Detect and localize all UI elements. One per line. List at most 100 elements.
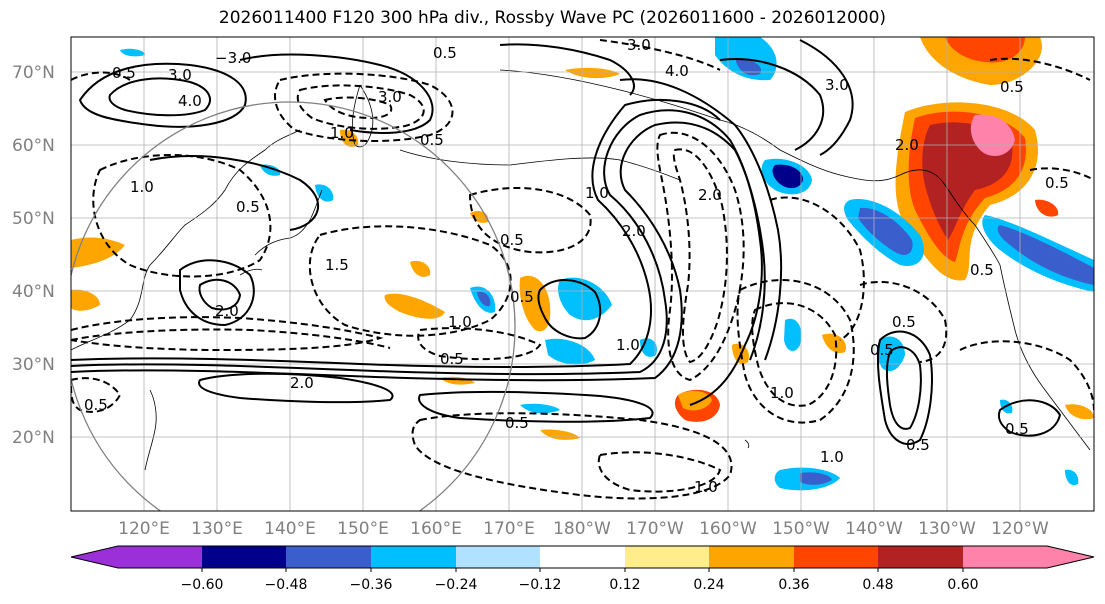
shade-pink-gulf-alaska: [970, 114, 1015, 156]
contour-label: 0.5: [892, 313, 916, 331]
colorbar-tick-label: 0.24: [693, 577, 724, 593]
shade-negative-top-left-1: [120, 48, 145, 57]
dashed-contour-north-2: [296, 84, 425, 130]
shade-negative-east-1: [876, 336, 905, 372]
colorbar-tick-label: 0.48: [862, 577, 893, 593]
contour-label: 1.0: [130, 178, 154, 196]
shade-positive-far-east-1: [1035, 199, 1059, 217]
contour-label: 2.0: [215, 302, 239, 320]
lat-label-40N: 40°N: [12, 282, 55, 302]
contour-label: 0.5: [970, 261, 994, 279]
dashed-contour-top-mid: [599, 39, 721, 71]
coastline-aleutians: [399, 149, 681, 181]
contour-label: 4.0: [178, 92, 202, 110]
contour-label: 0.5: [1045, 174, 1069, 192]
contour-label: 4.0: [665, 62, 689, 80]
lat-label-20N: 20°N: [12, 428, 55, 448]
contour-label: 0.5: [433, 44, 457, 62]
solid-contour-north-3: [239, 53, 434, 134]
shade-positive-west-1: [384, 293, 445, 319]
contour-label: 2.0: [290, 374, 314, 392]
dashed-contour-west-3: [71, 328, 391, 349]
shade-positive-west-5: [340, 129, 359, 147]
colorbar-tick-label: −0.24: [435, 577, 478, 593]
dashed-contour-west-1: [92, 154, 272, 278]
shade-negative-subtropical-1b: [800, 472, 832, 485]
colorbar-segment: [456, 546, 540, 568]
colorbar-outline: [70, 545, 1095, 569]
colorbar-tick-label: 0.36: [778, 577, 809, 593]
lon-label-130E: 130°E: [191, 519, 243, 539]
shade-positive-west-2: [410, 260, 431, 277]
dashed-contour-east-2: [672, 148, 728, 364]
dashed-contour-far-east-2: [989, 57, 1091, 81]
colorbar-segment: [371, 546, 456, 568]
solid-contour-jet-1: [71, 109, 763, 406]
shade-negative-east-2: [784, 318, 802, 352]
shade-strong-top-right: [945, 37, 1025, 63]
colorbar-segment: [794, 546, 878, 568]
solid-contour-north-1: [78, 62, 247, 128]
lon-label-120E: 120°E: [118, 519, 170, 539]
solid-contour-east-1: [876, 330, 933, 445]
contour-label: 0.5: [510, 288, 534, 306]
shade-negative-central-3b: [477, 291, 491, 307]
shade-negative-far-east-2: [1065, 469, 1079, 486]
coastline-alaska: [499, 69, 1001, 266]
longitude-labels: 120°E 130°E 140°E 150°E 160°E 170°E 180°…: [118, 519, 1049, 539]
shade-positive-west-4: [71, 289, 100, 311]
coastline-hawaii: [744, 439, 750, 449]
lon-label-140E: 140°E: [264, 519, 316, 539]
colorbar-segment: [878, 546, 963, 568]
lon-label-180W: 180°W: [553, 519, 611, 539]
shade-positive-far-east-2: [1065, 404, 1094, 420]
lon-label-150W: 150°W: [772, 519, 830, 539]
contour-label: 0.5: [112, 64, 136, 82]
contour-label: 1.0: [820, 448, 844, 466]
colorbar-segment: [540, 546, 625, 568]
dashed-contour-west-2: [71, 316, 384, 352]
lon-label-140W: 140°W: [845, 519, 903, 539]
contour-label: 2.0: [622, 222, 646, 240]
dashed-contour-central-2: [417, 327, 542, 361]
shade-positive-top-1: [565, 67, 620, 79]
gridlines: [71, 37, 1094, 511]
contour-label: 1.0: [770, 384, 794, 402]
shade-negative-top-mid-b: [735, 58, 761, 76]
colorbar-segment: [286, 546, 371, 568]
solid-contours: [71, 39, 1062, 445]
contour-label: 3.0: [378, 88, 402, 106]
colorbar-extend-max: [1047, 546, 1094, 568]
lat-label-50N: 50°N: [12, 209, 55, 229]
lon-label-170W: 170°W: [626, 519, 684, 539]
contour-label: 1.0: [330, 124, 354, 142]
coastline-north-america-west: [999, 264, 1091, 451]
lon-label-160E: 160°E: [410, 519, 462, 539]
solid-contour-west-2: [198, 278, 242, 311]
dashed-contours: [71, 39, 1094, 500]
lon-label-170E: 170°E: [483, 519, 535, 539]
colorbar: −0.60 −0.48 −0.36 −0.24 −0.12 0.12 0.24 …: [70, 545, 1095, 593]
lat-label-30N: 30°N: [12, 355, 55, 375]
solid-contour-far-east-1: [997, 399, 1062, 437]
dashed-contour-central-3: [468, 186, 592, 254]
shade-negative-central-1: [558, 277, 612, 321]
dashed-contour-sub-1: [411, 412, 733, 500]
colorbar-tick-label: 0.60: [947, 577, 978, 593]
solid-contour-jet-2: [71, 121, 766, 382]
contour-label: 0.5: [1000, 78, 1024, 96]
dashed-contour-east-6: [859, 280, 948, 363]
lon-label-130W: 130°W: [918, 519, 976, 539]
map-plot-area: 3.0 4.0 0.5 −3.0 0.5 1.0 3.0 3.0 0.5 4.0…: [71, 37, 1094, 511]
solid-contour-jet-3: [71, 99, 721, 368]
dashed-contour-east-1: [656, 131, 745, 382]
lon-label-150E: 150°E: [337, 519, 389, 539]
solid-contour-north-2: [108, 77, 211, 117]
dashed-contour-central-1: [308, 225, 512, 337]
lon-label-120W: 120°W: [991, 519, 1049, 539]
contour-label: 0.5: [420, 131, 444, 149]
dashed-contour-west-4: [71, 377, 122, 413]
shade-positive-central-1: [519, 275, 551, 332]
dashed-contour-east-5: [769, 196, 865, 341]
colorbar-segment: [709, 546, 794, 568]
